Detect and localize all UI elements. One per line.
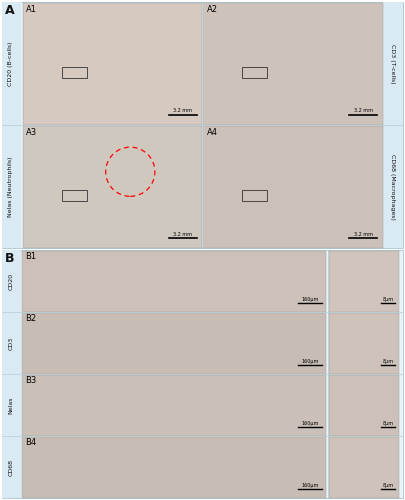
Bar [22, 312, 326, 374]
Bar [329, 436, 399, 498]
Text: A4: A4 [207, 128, 217, 137]
Text: 3.2 mm: 3.2 mm [354, 232, 373, 236]
Text: B1: B1 [25, 252, 36, 261]
Text: A2: A2 [207, 5, 217, 14]
Bar [203, 2, 382, 124]
Bar [23, 126, 202, 248]
Bar [329, 250, 399, 312]
Bar [242, 67, 267, 78]
Bar [2, 2, 403, 248]
Text: Nelas (Neutrophils): Nelas (Neutrophils) [9, 156, 13, 217]
Text: 8μm: 8μm [382, 420, 394, 426]
Text: CD3: CD3 [9, 336, 13, 349]
Text: CD68: CD68 [9, 458, 13, 475]
Text: B: B [5, 252, 15, 265]
Bar [23, 2, 202, 124]
Text: 8μm: 8μm [382, 482, 394, 488]
Text: CD3 (T-cells): CD3 (T-cells) [390, 44, 396, 84]
Bar [2, 374, 21, 436]
Bar [242, 190, 267, 202]
Bar [2, 250, 403, 498]
Text: 160μm: 160μm [301, 296, 319, 302]
Text: 160μm: 160μm [301, 420, 319, 426]
Text: A1: A1 [26, 5, 37, 14]
Text: A: A [5, 4, 15, 17]
Text: CD20: CD20 [9, 272, 13, 289]
Bar [2, 312, 21, 374]
Bar [329, 312, 399, 374]
Bar [2, 250, 21, 312]
Text: 8μm: 8μm [382, 296, 394, 302]
Text: 3.2 mm: 3.2 mm [173, 108, 192, 114]
Text: CD68 (Macrophages): CD68 (Macrophages) [390, 154, 396, 220]
Text: B3: B3 [25, 376, 36, 385]
Bar [383, 2, 403, 125]
Bar [22, 374, 326, 436]
Text: B4: B4 [25, 438, 36, 447]
Text: 160μm: 160μm [301, 358, 319, 364]
Bar [329, 374, 399, 436]
Text: 8μm: 8μm [382, 358, 394, 364]
Bar [203, 126, 382, 248]
Bar [383, 125, 403, 248]
Bar [62, 190, 87, 202]
Bar [22, 436, 326, 498]
Bar [22, 250, 326, 312]
Text: B2: B2 [25, 314, 36, 323]
Text: 3.2 mm: 3.2 mm [173, 232, 192, 236]
Text: 160μm: 160μm [301, 482, 319, 488]
Bar [2, 436, 21, 498]
Text: Nelas: Nelas [9, 396, 13, 414]
Bar [2, 2, 21, 125]
Bar [2, 125, 21, 248]
Text: A3: A3 [26, 128, 37, 137]
Bar [62, 67, 87, 78]
Text: 3.2 mm: 3.2 mm [354, 108, 373, 114]
Text: CD20 (B-cells): CD20 (B-cells) [9, 42, 13, 86]
